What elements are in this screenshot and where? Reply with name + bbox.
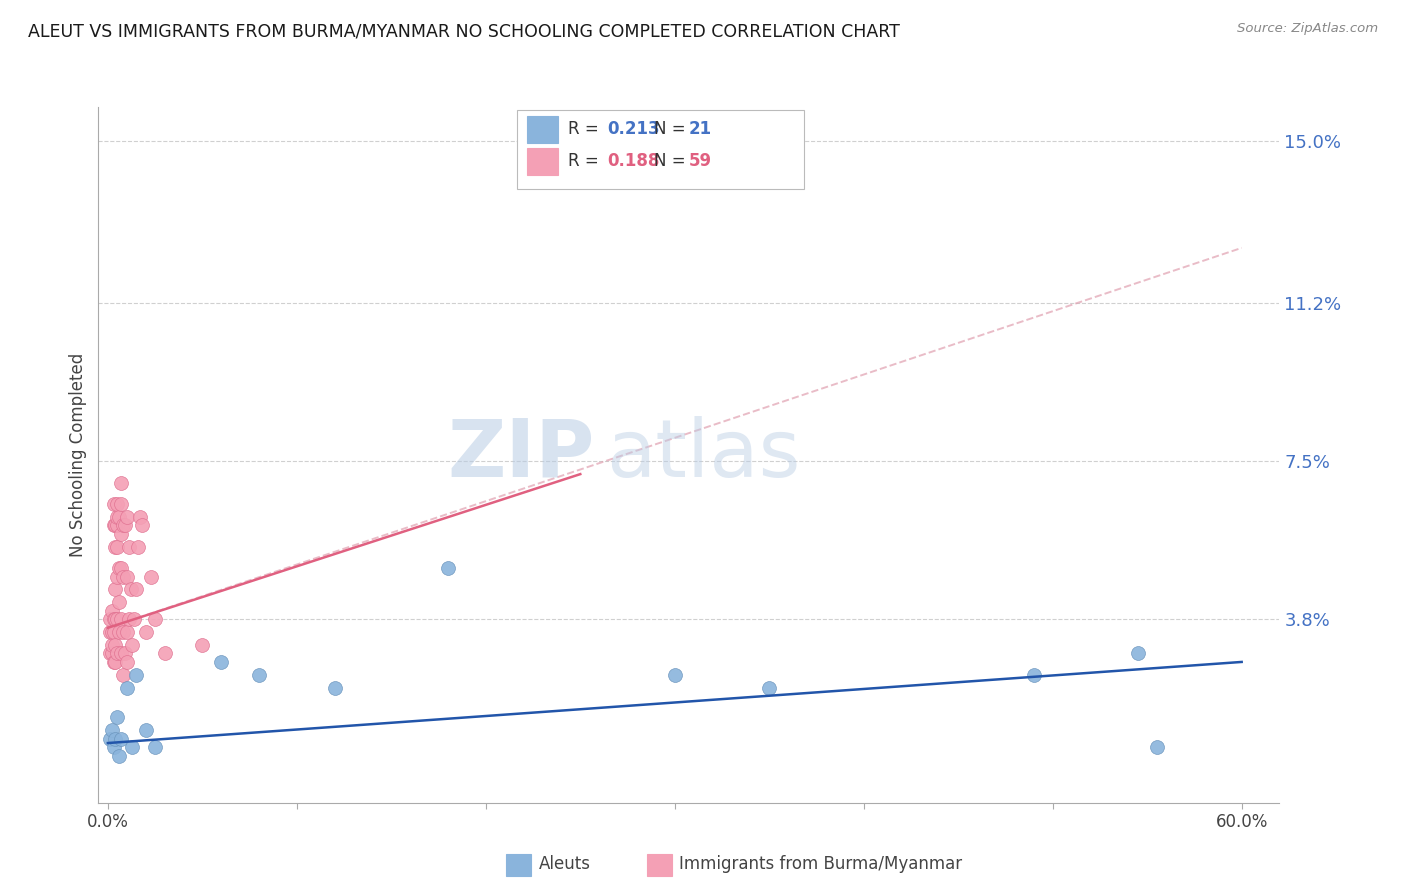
Text: Immigrants from Burma/Myanmar: Immigrants from Burma/Myanmar (679, 855, 962, 873)
Point (100, 647, 122, 661)
Text: 59: 59 (689, 153, 711, 170)
Point (98, 612, 121, 626)
Point (111, 667, 134, 681)
Point (247, 667, 270, 681)
Point (100, 604, 122, 618)
Text: N =: N = (654, 153, 690, 170)
Y-axis label: No Schooling Completed: No Schooling Completed (69, 353, 87, 557)
Point (125, 667, 148, 681)
Point (105, 540, 128, 554)
Point (110, 561, 132, 575)
Point (104, 655, 127, 669)
Text: N =: N = (654, 120, 690, 138)
Point (105, 518, 128, 533)
Point (108, 509, 131, 524)
Point (129, 509, 152, 524)
Point (141, 569, 163, 583)
Point (105, 647, 128, 661)
Point (105, 710, 128, 724)
Point (108, 595, 131, 609)
Point (103, 518, 125, 533)
Point (103, 625, 125, 640)
Point (115, 681, 138, 695)
Point (104, 518, 127, 533)
Point (104, 731, 127, 746)
Point (124, 612, 146, 626)
Text: ZIP: ZIP (447, 416, 595, 494)
Point (110, 647, 132, 661)
Point (114, 647, 136, 661)
Point (664, 667, 686, 681)
Point (105, 569, 128, 583)
Text: 21: 21 (689, 120, 711, 138)
Point (104, 582, 127, 597)
Text: R =: R = (568, 120, 605, 138)
Point (115, 625, 138, 640)
Point (121, 740, 143, 755)
Point (143, 612, 166, 626)
Point (115, 569, 138, 583)
Point (104, 638, 127, 652)
Point (98, 647, 121, 661)
Point (118, 540, 141, 554)
Point (111, 518, 134, 533)
Point (100, 625, 122, 640)
Text: atlas: atlas (606, 416, 800, 494)
Point (1126, 647, 1149, 661)
Point (153, 647, 176, 661)
Point (103, 612, 125, 626)
Point (114, 518, 136, 533)
Point (1146, 740, 1168, 755)
Point (104, 612, 127, 626)
Point (111, 625, 134, 640)
Point (103, 655, 125, 669)
Point (105, 497, 128, 511)
Point (120, 582, 142, 597)
Text: ALEUT VS IMMIGRANTS FROM BURMA/MYANMAR NO SCHOOLING COMPLETED CORRELATION CHART: ALEUT VS IMMIGRANTS FROM BURMA/MYANMAR N… (28, 22, 900, 40)
Point (98, 731, 121, 746)
Point (100, 638, 122, 652)
Text: Source: ZipAtlas.com: Source: ZipAtlas.com (1237, 22, 1378, 36)
Point (105, 612, 128, 626)
Point (104, 540, 127, 554)
Point (103, 497, 125, 511)
Point (98, 625, 121, 640)
Point (111, 569, 134, 583)
Point (125, 582, 148, 597)
Point (323, 681, 346, 695)
Point (437, 561, 460, 575)
Text: Aleuts: Aleuts (538, 855, 591, 873)
Point (108, 625, 131, 640)
Point (108, 748, 131, 763)
Point (110, 497, 132, 511)
Point (127, 540, 149, 554)
Point (121, 638, 143, 652)
Point (1022, 667, 1045, 681)
Point (143, 740, 166, 755)
Text: 0.213: 0.213 (607, 120, 659, 138)
Point (191, 638, 214, 652)
Text: 0.188: 0.188 (607, 153, 659, 170)
Point (758, 681, 780, 695)
Point (110, 475, 132, 490)
Point (100, 723, 122, 738)
Point (118, 612, 141, 626)
Point (135, 723, 157, 738)
Point (131, 518, 153, 533)
Point (115, 509, 138, 524)
Point (103, 740, 125, 755)
Point (135, 625, 157, 640)
Point (110, 527, 132, 541)
Point (110, 612, 132, 626)
Point (209, 655, 232, 669)
Point (105, 509, 128, 524)
Point (110, 731, 132, 746)
Text: R =: R = (568, 153, 605, 170)
Point (108, 561, 131, 575)
Point (115, 655, 138, 669)
